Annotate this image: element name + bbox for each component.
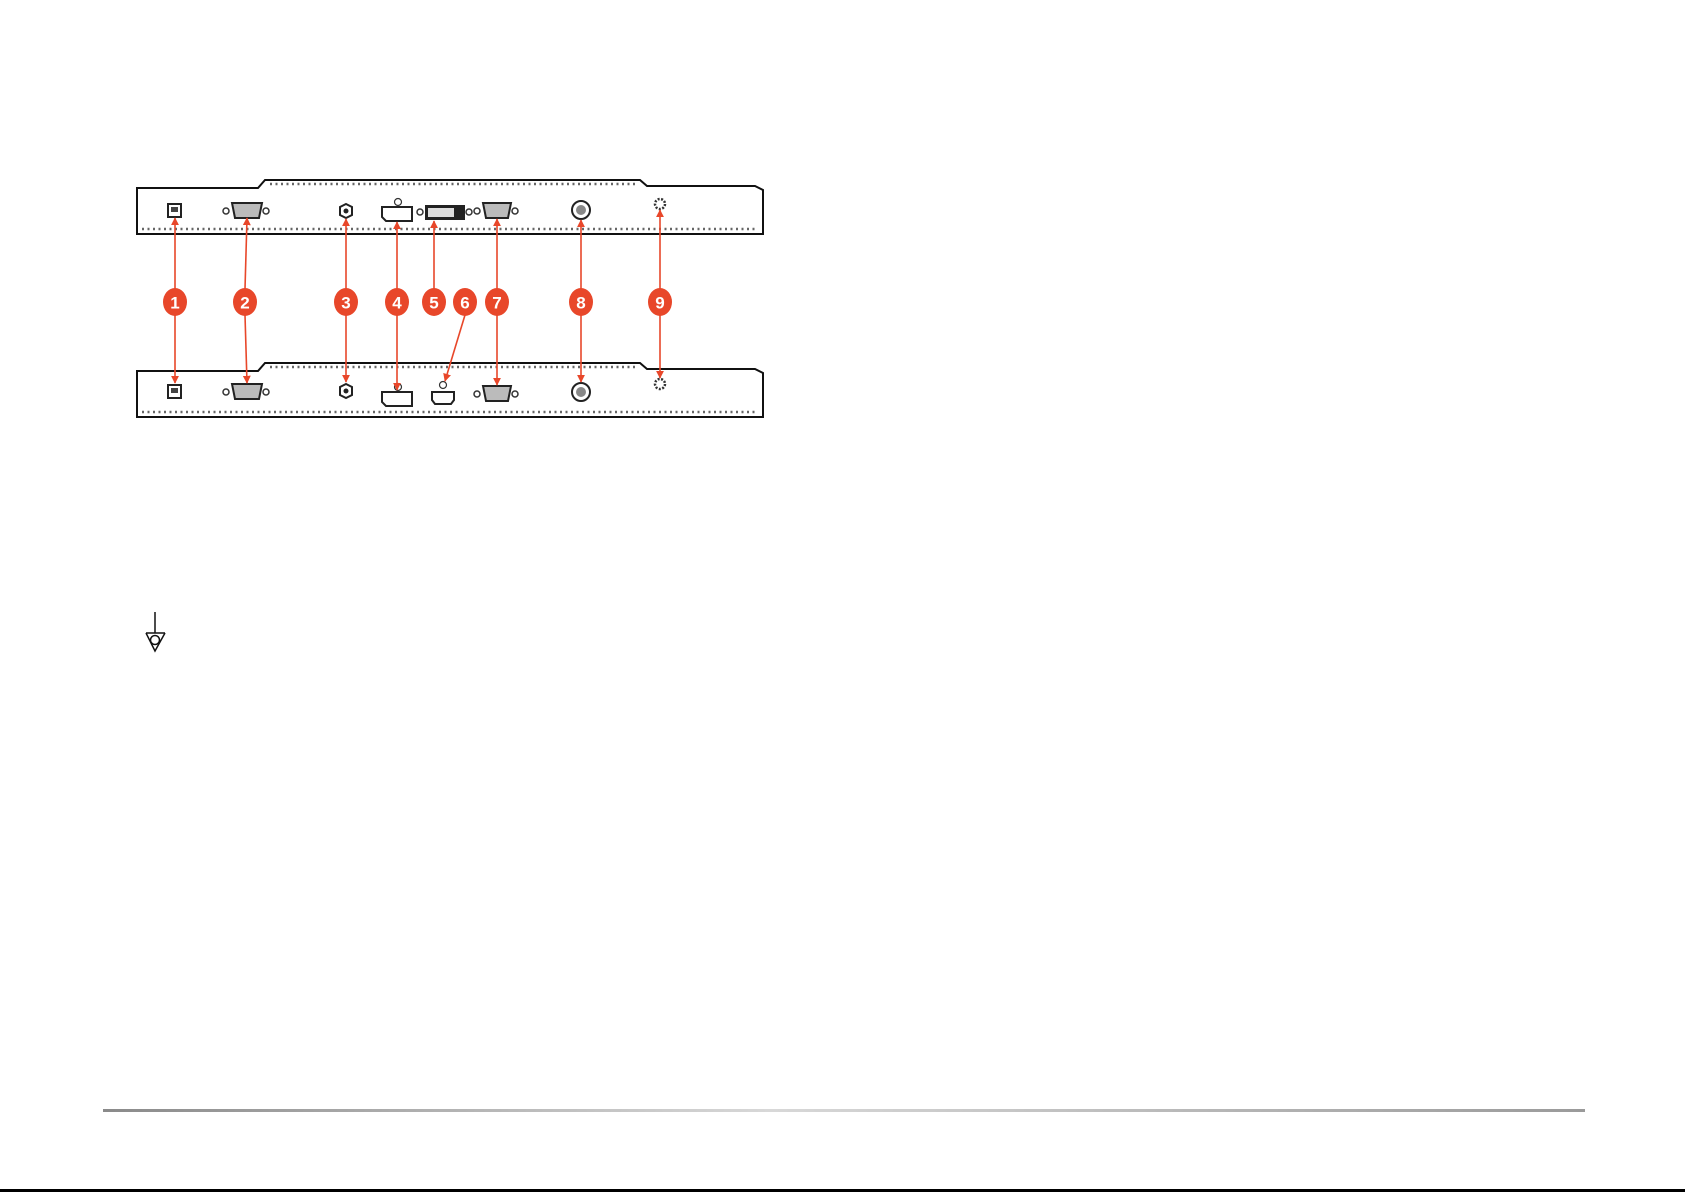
equipotential-ground-icon	[145, 612, 166, 653]
page-bottom-edge	[0, 1189, 1685, 1192]
vga-port-icon	[222, 202, 270, 219]
s-video-port-icon	[571, 382, 591, 402]
leader-arrow-down	[242, 314, 251, 384]
callout-number: 7	[492, 294, 501, 313]
callout-number: 3	[341, 294, 350, 313]
callout-number: 5	[429, 294, 438, 313]
callout-badge	[422, 288, 446, 316]
vga-port-icon	[473, 202, 519, 219]
leader-arrow-down	[443, 314, 466, 382]
coax-port-icon	[339, 202, 353, 220]
callout-number: 6	[460, 294, 469, 313]
hdmi-port-icon	[431, 380, 455, 405]
coax-port-icon	[339, 382, 353, 400]
callout-number: 8	[576, 294, 585, 313]
callout-badge	[233, 288, 257, 316]
callout-number: 1	[170, 294, 179, 313]
footer-divider	[103, 1109, 1585, 1112]
callouts: 1 2 3 4 5 6 7 8 9	[163, 209, 672, 391]
callout-number: 4	[392, 294, 402, 313]
usb-b-port-icon	[167, 384, 182, 399]
displayport-icon	[381, 197, 413, 222]
callout-number: 2	[240, 294, 249, 313]
callout-badge	[453, 288, 477, 316]
leader-arrow-up	[242, 217, 251, 290]
top-panel	[136, 179, 764, 235]
callout-badge	[385, 288, 409, 316]
callout-badge	[569, 288, 593, 316]
callout-badge	[334, 288, 358, 316]
bottom-panel	[136, 362, 764, 418]
usb-b-port-icon	[167, 203, 182, 218]
callout-number: 9	[655, 294, 664, 313]
ground-screw-icon	[653, 377, 667, 391]
callout-badge	[648, 288, 672, 316]
s-video-port-icon	[571, 200, 591, 220]
callout-badge	[485, 288, 509, 316]
callout-badge	[163, 288, 187, 316]
vga-port-icon	[473, 385, 519, 402]
ground-screw-icon	[653, 197, 667, 211]
vga-port-icon	[222, 383, 270, 400]
dvi-port-icon	[416, 205, 473, 220]
